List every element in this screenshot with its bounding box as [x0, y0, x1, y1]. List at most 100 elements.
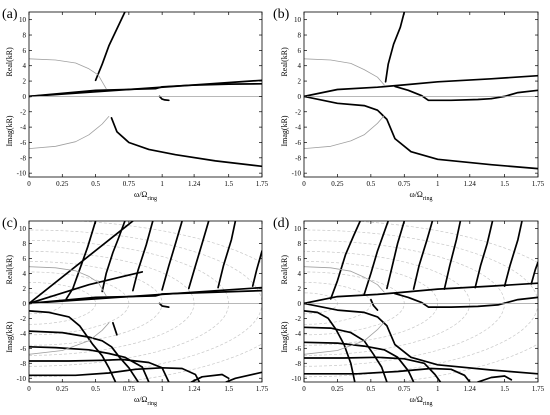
x-tick-label: 0 [302, 180, 306, 188]
y-tick-label: -2 [20, 315, 26, 323]
plot-frame [303, 11, 539, 178]
dashed-arc [29, 229, 262, 378]
branch-curve-18 [112, 321, 118, 336]
y-axis-label-imag: Imag(kR) [280, 115, 289, 146]
x-tick-label: 1.5 [500, 385, 509, 393]
y-tick-label: -4 [295, 330, 301, 338]
y-tick-label: 0 [298, 300, 302, 308]
y-tick-label: 6 [298, 47, 302, 55]
plot-frame [28, 11, 263, 178]
y-tick-label: 4 [298, 62, 302, 70]
x-tick-label: 0.5 [91, 385, 100, 393]
branch-curve-8 [187, 221, 210, 290]
y-tick-label: 6 [23, 47, 27, 55]
plot-frame [28, 220, 263, 383]
x-tick-label: 0.5 [366, 180, 375, 188]
x-tick-label: 1.5 [224, 180, 233, 188]
x-tick-label: 0.75 [123, 385, 136, 393]
x-tick-label: 0 [27, 385, 31, 393]
branch-curve-5 [101, 221, 126, 293]
y-axis-label-imag: Imag(kR) [5, 115, 14, 146]
x-tick-label: 1.24 [464, 385, 477, 393]
branch-curve-3 [363, 221, 390, 296]
y-tick-label: 8 [298, 32, 302, 40]
y-tick-label: -4 [295, 124, 301, 132]
panel-label: (d) [273, 216, 290, 231]
branch-curve-2 [94, 12, 126, 82]
y-tick-label: -4 [20, 330, 26, 338]
x-tick-label: 1.75 [256, 180, 269, 188]
branch-curve-16 [190, 373, 230, 382]
y-axis-label-real: Real(kR) [5, 47, 14, 77]
dashed-arc [348, 221, 538, 382]
y-tick-label: 4 [23, 62, 27, 70]
y-tick-label: -10 [292, 170, 302, 178]
branch-curve-7 [474, 221, 494, 289]
branch-curve-6 [443, 221, 462, 290]
panel-c: 0 0.25 0.5 0.75 1 1.24 1.5 1.75 10 8 6 4 2 0 -2 -4 -6 -8 -… [2, 216, 269, 407]
branch-curve-14 [304, 367, 471, 382]
reference-curve-5 [29, 58, 107, 90]
branch-curve-7 [161, 221, 183, 291]
y-axis-label-imag: Imag(kR) [5, 321, 14, 352]
y-tick-label: -6 [20, 345, 26, 353]
y-tick-label: 2 [23, 285, 27, 293]
y-tick-label: -8 [20, 360, 26, 368]
branch-curve-3 [394, 85, 493, 102]
branch-curve-13 [29, 345, 150, 382]
reference-curve-6 [29, 116, 110, 149]
branch-curve-12 [304, 341, 415, 382]
x-tick-label: 1 [436, 385, 440, 393]
branch-curve-3 [110, 117, 262, 168]
branch-curve-17 [370, 298, 379, 311]
branch-curve-1 [29, 271, 144, 305]
y-tick-label: -6 [295, 139, 301, 147]
x-tick-label: 1 [436, 180, 440, 188]
x-tick-label: 1.75 [532, 180, 545, 188]
x-tick-label: 0.5 [366, 385, 375, 393]
y-tick-label: -2 [20, 108, 26, 116]
x-tick-label: 1.75 [532, 385, 545, 393]
branch-curve-17 [225, 371, 262, 382]
branch-curve-4 [386, 221, 406, 290]
branch-curve-6 [132, 221, 154, 292]
plot-area [304, 221, 538, 382]
branch-curve-3 [29, 289, 262, 305]
y-tick-label: 10 [294, 225, 302, 233]
x-tick-label: 0.75 [123, 180, 136, 188]
branch-curve-16 [394, 292, 538, 308]
panel-a: 0 0.25 0.5 0.75 1 1.24 1.5 1.75 10 8 6 4 2 0 -2 -4 -6 -8 -… [2, 7, 269, 202]
panel-label: (c) [2, 216, 18, 231]
y-tick-label: 8 [23, 240, 27, 248]
x-axis-label: ω/Ωring [409, 395, 432, 407]
reference-curve-19 [304, 321, 385, 355]
branch-curve-12 [29, 330, 140, 382]
y-tick-label: 2 [23, 78, 27, 86]
y-tick-label: 8 [23, 32, 27, 40]
reference-curve-20 [29, 266, 107, 297]
panel-b: 0 0.25 0.5 0.75 1 1.24 1.5 1.75 10 8 6 4 2 0 -2 -4 -6 -8 -… [273, 7, 545, 202]
y-tick-label: -8 [20, 154, 26, 162]
x-tick-label: 0.25 [56, 385, 69, 393]
branch-curve-2 [384, 12, 406, 83]
y-tick-label: -10 [292, 375, 302, 383]
branch-curve-0 [304, 74, 538, 98]
x-axis-label: ω/Ωring [134, 190, 157, 202]
branch-curve-0 [304, 282, 538, 305]
x-tick-label: 1.5 [500, 180, 509, 188]
y-axis-label-imag: Imag(kR) [280, 321, 289, 352]
x-tick-label: 0.75 [398, 385, 411, 393]
branch-curve-13 [304, 356, 442, 382]
y-tick-label: -4 [20, 124, 26, 132]
branch-curve-19 [158, 302, 170, 308]
y-axis-label-real: Real(kR) [5, 255, 14, 285]
x-tick-label: 0.25 [331, 180, 344, 188]
y-tick-label: 10 [19, 16, 27, 24]
y-tick-label: -6 [295, 345, 301, 353]
branch-curve-5 [412, 221, 434, 290]
plot-area [304, 12, 538, 170]
y-tick-label: 0 [23, 93, 27, 101]
branch-curve-2 [329, 221, 362, 300]
reference-curve-21 [29, 322, 110, 355]
